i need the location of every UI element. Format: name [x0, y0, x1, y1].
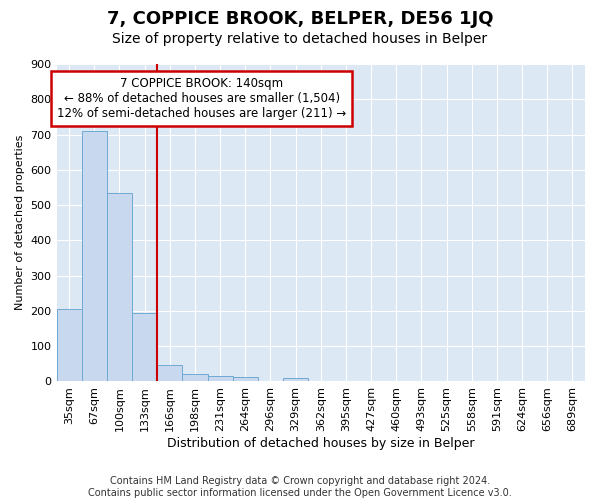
Bar [208, 376, 233, 382]
Text: 7, COPPICE BROOK, BELPER, DE56 1JQ: 7, COPPICE BROOK, BELPER, DE56 1JQ [107, 10, 493, 28]
Bar [182, 374, 208, 382]
Text: 7 COPPICE BROOK: 140sqm
← 88% of detached houses are smaller (1,504)
12% of semi: 7 COPPICE BROOK: 140sqm ← 88% of detache… [57, 76, 346, 120]
Text: Size of property relative to detached houses in Belper: Size of property relative to detached ho… [112, 32, 488, 46]
Bar [233, 377, 258, 382]
X-axis label: Distribution of detached houses by size in Belper: Distribution of detached houses by size … [167, 437, 475, 450]
Y-axis label: Number of detached properties: Number of detached properties [15, 135, 25, 310]
Bar [82, 131, 107, 382]
Text: Contains HM Land Registry data © Crown copyright and database right 2024.
Contai: Contains HM Land Registry data © Crown c… [88, 476, 512, 498]
Bar [107, 192, 132, 382]
Bar [132, 312, 157, 382]
Bar [56, 309, 82, 382]
Bar [157, 365, 182, 382]
Bar [283, 378, 308, 382]
